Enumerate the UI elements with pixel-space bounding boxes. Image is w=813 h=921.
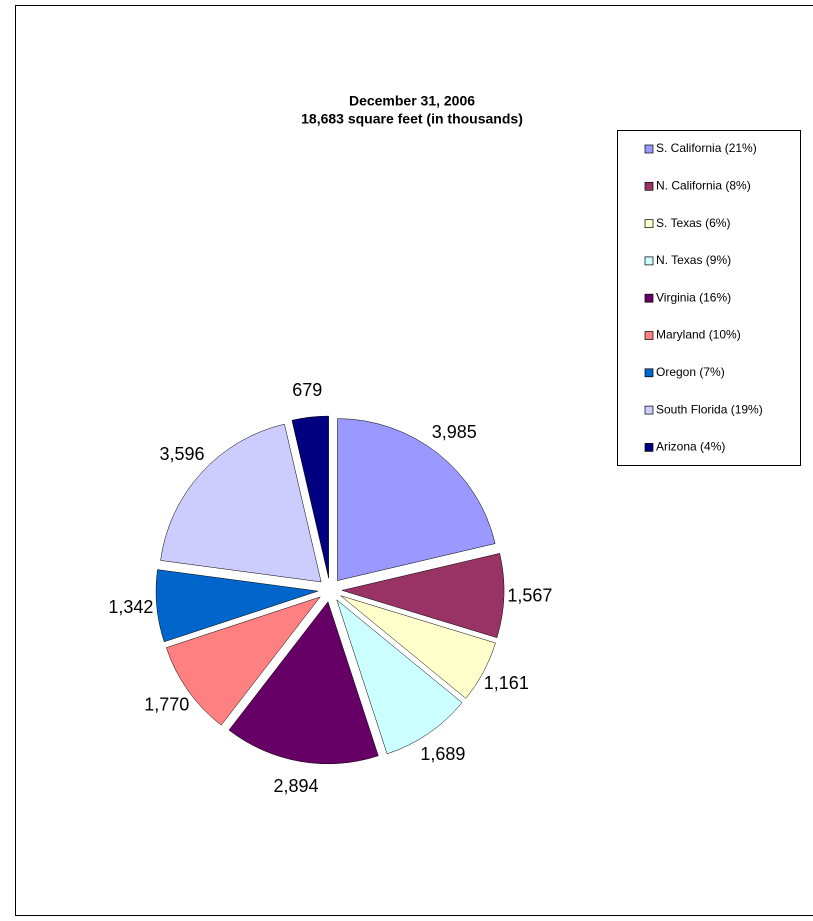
legend-swatch <box>644 405 654 415</box>
legend-swatch <box>644 144 654 154</box>
legend-swatch <box>644 293 654 303</box>
legend-label: Virginia (16%) <box>656 290 731 304</box>
chart-subtitle: 18,683 square feet (in thousands) <box>301 111 523 127</box>
data-label: 1,567 <box>507 585 552 605</box>
data-label: 3,596 <box>159 444 204 464</box>
legend-swatch <box>644 219 654 228</box>
legend-label: Maryland (10%) <box>656 328 741 342</box>
data-label: 1,689 <box>420 744 465 764</box>
data-label: 679 <box>292 380 322 400</box>
legend-swatch <box>644 368 654 378</box>
legend-swatch <box>644 331 654 340</box>
data-label: 2,894 <box>274 776 319 796</box>
pie-slice <box>155 569 319 643</box>
pie-slice <box>291 415 329 579</box>
legend-label: Arizona (4%) <box>656 440 725 454</box>
chart-title: December 31, 2006 <box>349 93 475 109</box>
legend-label: S. California (21%) <box>656 141 757 155</box>
pie-slice <box>166 596 321 726</box>
data-label: 1,161 <box>484 673 529 693</box>
data-label: 1,342 <box>108 597 153 617</box>
pie-slice <box>336 599 463 755</box>
legend-label: N. Texas (9%) <box>656 253 731 267</box>
legend-label: Oregon (7%) <box>656 365 725 379</box>
data-label: 3,985 <box>432 422 477 442</box>
legend-swatch <box>644 181 654 191</box>
legend-swatch <box>644 443 654 452</box>
pie-slice <box>337 418 496 581</box>
legend: S. California (21%) N. California (8%) S. … <box>644 141 763 454</box>
pie-slice <box>341 553 505 639</box>
legend-label: N. California (8%) <box>656 178 751 192</box>
data-label: 1,770 <box>144 694 189 714</box>
pie-slice <box>340 595 496 699</box>
pie-slice <box>160 423 322 583</box>
pie-slice <box>228 601 379 765</box>
legend-label: South Florida (19%) <box>656 402 763 416</box>
legend-swatch <box>644 256 654 266</box>
pie: 3,985 1,567 1,161 1,689 2,894 1,770 1,342 3,596… <box>108 380 552 796</box>
legend-label: S. Texas (6%) <box>656 216 730 230</box>
